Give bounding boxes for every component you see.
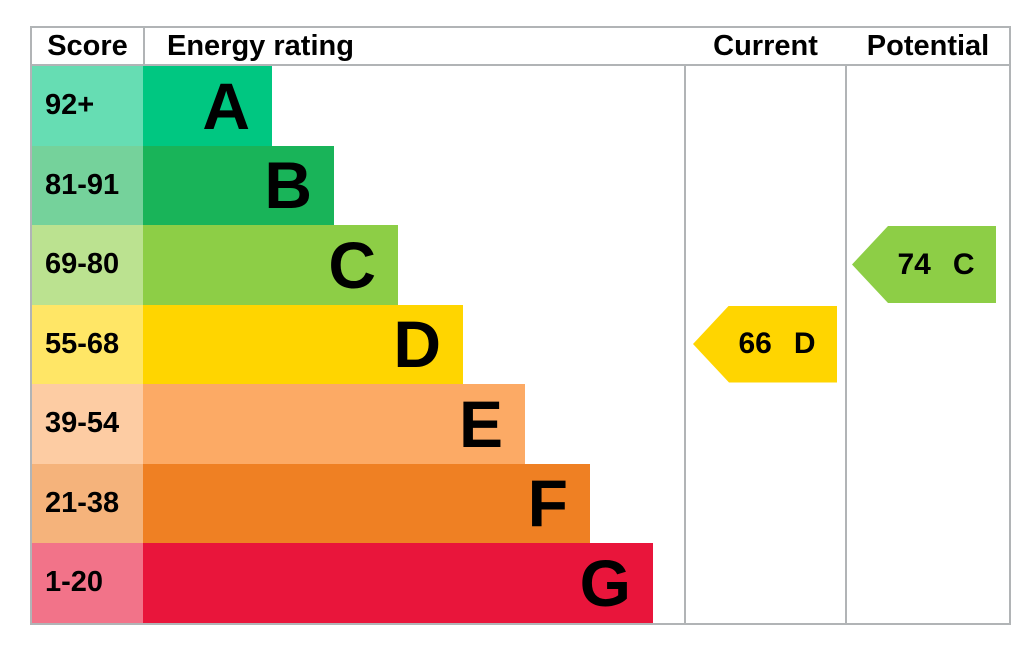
column-divider-energy-current <box>684 28 686 623</box>
potential-rating-score: 74 <box>897 247 931 281</box>
epc-table-inner: Score Energy rating Current Potential 92… <box>32 28 1009 623</box>
score-cell-g: 1-20 <box>32 543 143 623</box>
band-row-f: 21-38 F <box>32 463 1009 543</box>
score-cell-d: 55-68 <box>32 304 143 384</box>
score-cell-f: 21-38 <box>32 463 143 543</box>
score-cell-a: 92+ <box>32 66 143 146</box>
epc-rating-table: Score Energy rating Current Potential 92… <box>30 26 1011 625</box>
band-letter-e: E <box>458 386 503 461</box>
header-score: Score <box>47 29 128 62</box>
band-bar-g: G <box>143 543 653 623</box>
current-rating-band: D <box>793 327 816 360</box>
header-energy-rating: Energy rating <box>167 29 354 62</box>
score-range-label-d: 55-68 <box>45 327 120 360</box>
column-divider-current-potential <box>845 28 847 623</box>
band-rows: 92+ A 81-91 B 69-80 C <box>32 66 1009 623</box>
band-bar-a: A <box>143 66 272 146</box>
score-range-label-f: 21-38 <box>45 486 120 519</box>
current-rating-score: 66 <box>738 327 772 360</box>
potential-rating-band: C <box>952 247 975 281</box>
score-range-label-b: 81-91 <box>45 168 120 201</box>
band-letter-b: B <box>264 148 312 223</box>
score-cell-c: 69-80 <box>32 225 143 305</box>
band-row-c: 69-80 C <box>32 225 1009 305</box>
score-cell-e: 39-54 <box>32 384 143 464</box>
score-range-label-c: 69-80 <box>45 248 120 281</box>
current-rating-arrow: 66 D <box>693 305 837 383</box>
band-letter-d: D <box>393 307 441 382</box>
score-range-label-g: 1-20 <box>45 566 104 599</box>
band-letter-f: F <box>527 466 568 541</box>
band-bar-b: B <box>143 145 334 225</box>
band-row-e: 39-54 E <box>32 384 1009 464</box>
band-row-g: 1-20 G <box>32 543 1009 623</box>
band-row-a: 92+ A <box>32 66 1009 146</box>
band-letter-g: G <box>579 545 631 620</box>
score-range-label-e: 39-54 <box>45 407 120 440</box>
band-bar-c: C <box>143 225 398 305</box>
score-cell-b: 81-91 <box>32 145 143 225</box>
header-divider-score-energy <box>143 28 145 64</box>
band-row-b: 81-91 B <box>32 145 1009 225</box>
header-current: Current <box>713 29 818 62</box>
band-letter-c: C <box>328 227 376 302</box>
band-bar-f: F <box>143 463 590 543</box>
header-potential: Potential <box>866 29 990 62</box>
header-row: Score Energy rating Current Potential <box>32 28 1009 66</box>
band-bar-d: D <box>143 304 463 384</box>
band-bar-e: E <box>143 384 525 464</box>
score-range-label-a: 92+ <box>45 89 95 122</box>
band-letter-a: A <box>202 68 250 143</box>
band-row-d: 55-68 D <box>32 304 1009 384</box>
